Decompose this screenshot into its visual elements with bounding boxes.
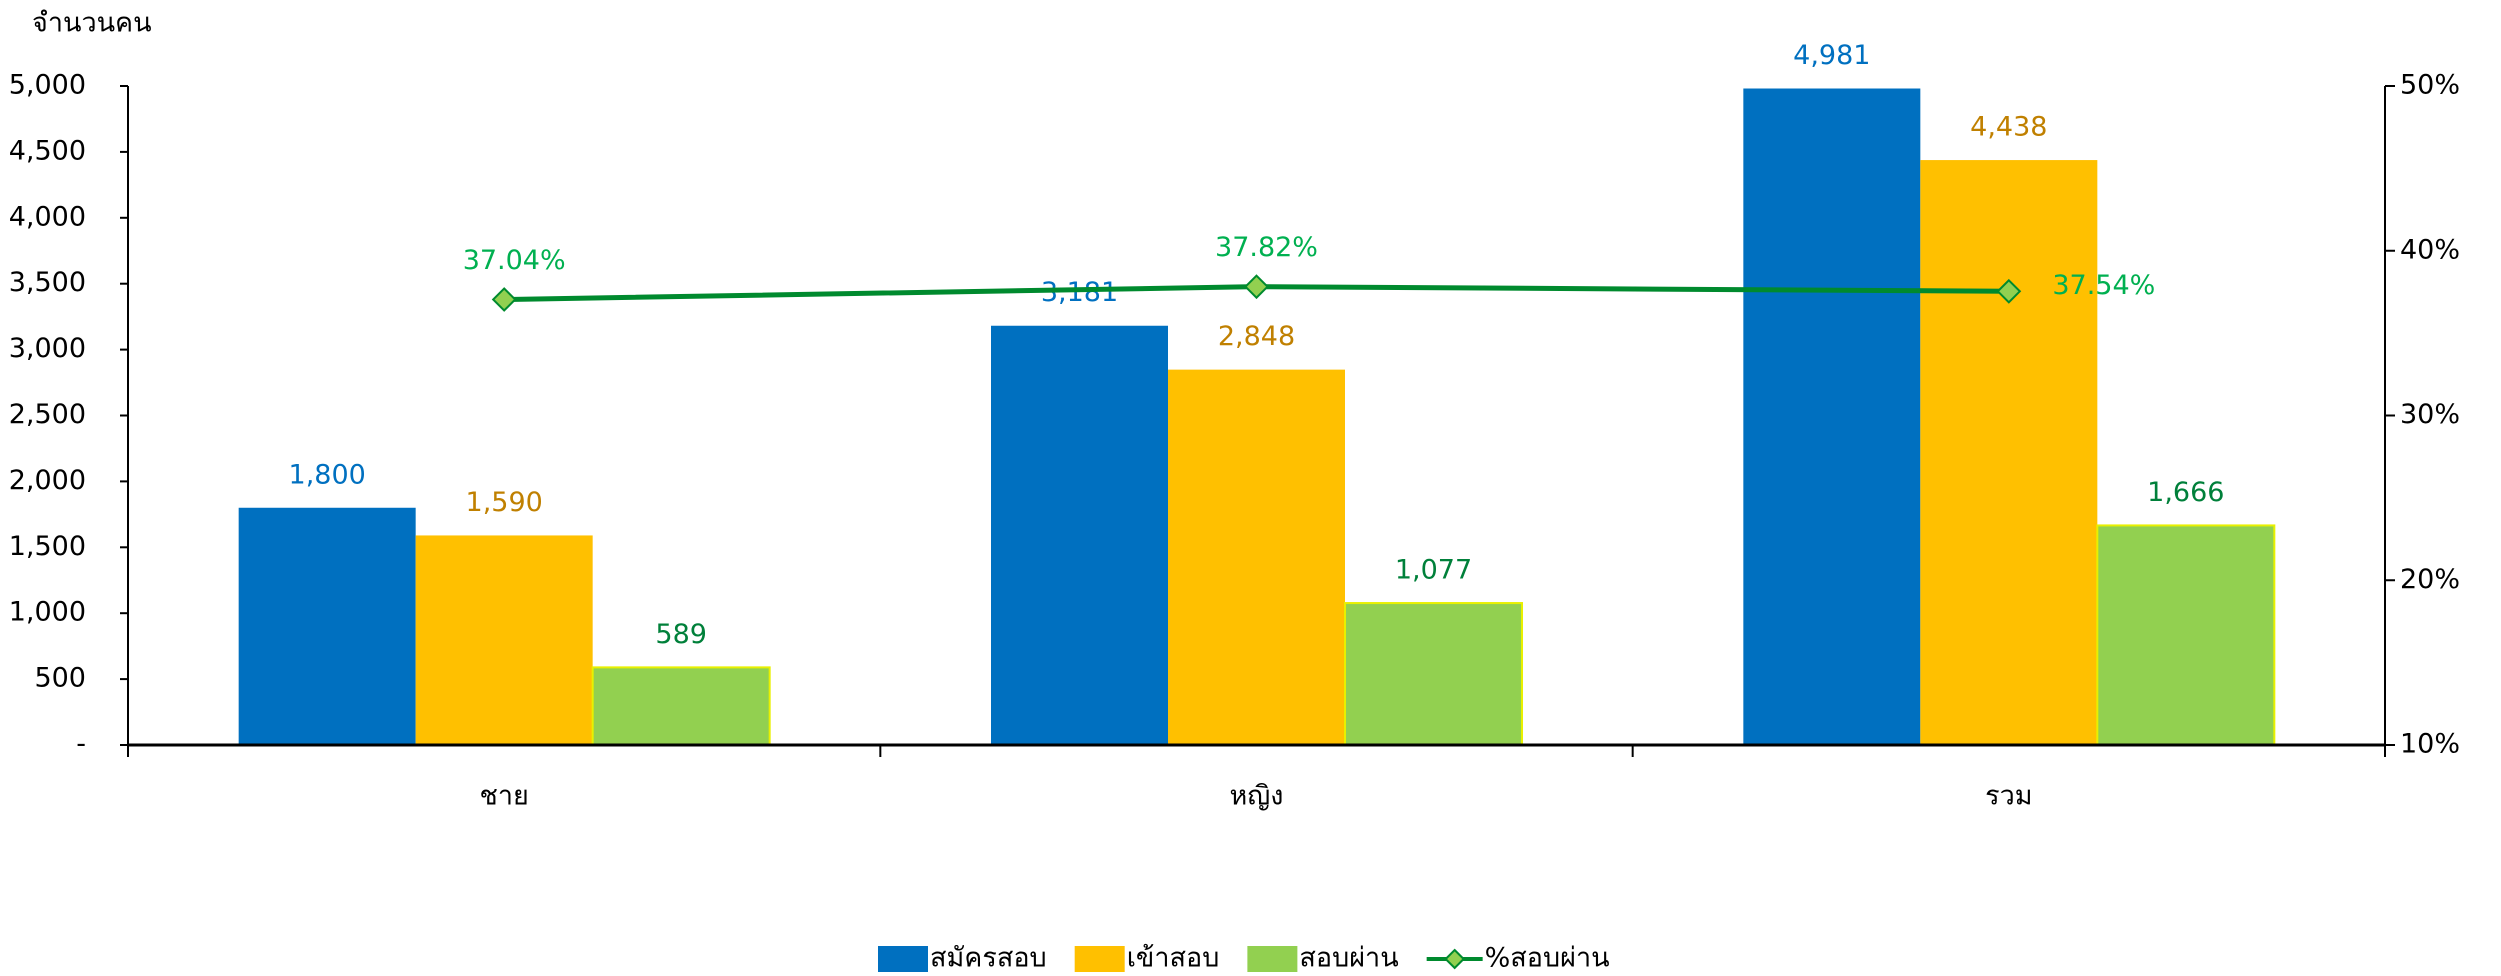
bar xyxy=(1168,370,1345,745)
y-tick-label: - xyxy=(76,729,86,760)
data-label: 1,077 xyxy=(1395,555,1472,586)
data-label: 37.04% xyxy=(463,245,566,276)
y-tick-label: 2,000 xyxy=(9,465,86,496)
y2-tick-label: 40% xyxy=(2400,234,2460,265)
data-label: 4,438 xyxy=(1970,112,2047,143)
x-tick-label: รวม xyxy=(1985,781,2032,812)
legend-label: สอบผ่าน xyxy=(1299,943,1398,974)
data-label: 2,848 xyxy=(1218,321,1295,352)
x-tick-label: หญิง xyxy=(1230,781,1284,812)
bar xyxy=(593,667,770,745)
y-tick-label: 1,000 xyxy=(9,597,86,628)
x-tick-label: ชาย xyxy=(480,781,529,812)
bar xyxy=(1345,603,1522,745)
y2-tick-label: 10% xyxy=(2400,729,2460,760)
legend-swatch xyxy=(1075,946,1125,972)
data-label: 37.82% xyxy=(1215,232,1318,263)
y-tick-label: 3,000 xyxy=(9,333,86,364)
y-tick-label: 500 xyxy=(34,663,86,694)
bar xyxy=(239,508,416,745)
data-label: 1,590 xyxy=(466,487,543,518)
y-tick-label: 4,000 xyxy=(9,201,86,232)
legend-label: เข้าสอบ xyxy=(1127,943,1220,974)
bar xyxy=(991,326,1168,745)
y-tick-label: 3,500 xyxy=(9,267,86,298)
data-label: 37.54% xyxy=(2052,270,2155,301)
y-tick-label: 1,500 xyxy=(9,531,86,562)
bar xyxy=(1920,160,2097,745)
y2-tick-label: 50% xyxy=(2400,70,2460,101)
y-tick-label: 4,500 xyxy=(9,135,86,166)
data-label: 3,181 xyxy=(1041,277,1118,308)
y2-tick-label: 30% xyxy=(2400,399,2460,430)
data-label: 1,800 xyxy=(289,459,366,490)
y2-tick-label: 20% xyxy=(2400,564,2460,595)
legend-swatch xyxy=(878,946,928,972)
data-label: 4,981 xyxy=(1793,40,1870,71)
y-tick-label: 5,000 xyxy=(9,70,86,101)
y-axis-title: จำนวนคน xyxy=(32,8,152,39)
bar xyxy=(2097,525,2274,745)
y-tick-label: 2,500 xyxy=(9,399,86,430)
data-label: 1,666 xyxy=(2147,477,2224,508)
data-label: 589 xyxy=(655,619,707,650)
legend-swatch xyxy=(1247,946,1297,972)
bar xyxy=(416,535,593,745)
chart: จำนวนคน - 500 1,000 1,500 2,000 2,500 3,000 3,5… xyxy=(0,0,2501,976)
legend-label: สมัครสอบ xyxy=(930,943,1047,974)
legend-label: %สอบผ่าน xyxy=(1485,943,1610,974)
bar xyxy=(1743,89,1920,745)
